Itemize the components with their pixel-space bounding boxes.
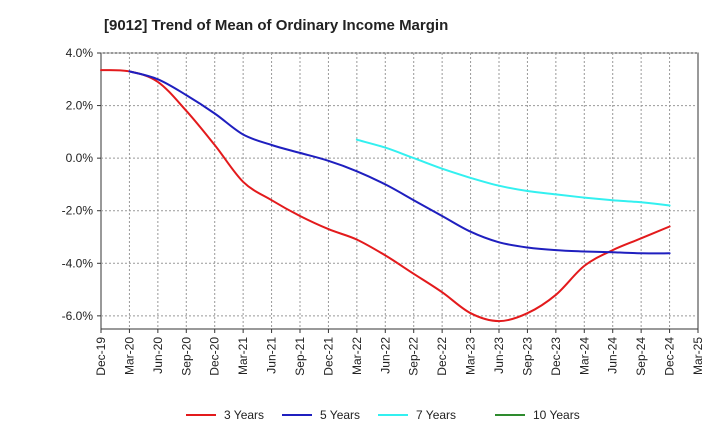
series-line-5-years <box>128 70 671 255</box>
y-tick-label: 2.0% <box>66 99 94 113</box>
x-tick-label: Sep-22 <box>407 337 421 376</box>
x-tick-label: Dec-19 <box>94 337 108 376</box>
y-tick-label: 0.0% <box>66 151 94 165</box>
y-tick-label: -6.0% <box>62 309 94 323</box>
legend-label-10-years: 10 Years <box>533 408 580 422</box>
x-tick-label: Dec-23 <box>549 337 563 376</box>
grid <box>101 52 698 329</box>
y-tick-label: 4.0% <box>66 46 94 60</box>
series-lines <box>100 69 671 323</box>
x-tick-label: Jun-24 <box>606 337 620 374</box>
x-tick-label: Jun-21 <box>265 337 279 374</box>
legend-label-3-years: 3 Years <box>224 408 264 422</box>
series-line-7-years <box>355 138 671 207</box>
x-tick-label: Sep-21 <box>293 337 307 376</box>
x-tick-label: Dec-20 <box>208 337 222 376</box>
x-tick-label: Sep-23 <box>520 337 534 376</box>
x-tick-label: Sep-20 <box>179 337 193 376</box>
x-tick-label: Dec-24 <box>663 337 677 376</box>
x-tick-label: Sep-24 <box>634 337 648 376</box>
y-tick-label: -2.0% <box>62 204 94 218</box>
y-axis: 4.0% 2.0% 0.0% -2.0% -4.0% -6.0% <box>62 46 101 323</box>
x-tick-label: Mar-23 <box>464 337 478 375</box>
x-tick-label: Mar-20 <box>122 337 136 375</box>
chart-title: [9012] Trend of Mean of Ordinary Income … <box>104 17 448 34</box>
x-tick-label: Jun-23 <box>492 337 506 374</box>
x-tick-label: Jun-20 <box>151 337 165 374</box>
x-tick-label: Mar-21 <box>236 337 250 375</box>
legend-label-7-years: 7 Years <box>416 408 456 422</box>
x-tick-label: Dec-22 <box>435 337 449 376</box>
x-axis: Dec-19 Mar-20 Jun-20 Sep-20 Dec-20 Mar-21 Jun-… <box>94 329 705 376</box>
x-tick-label: Mar-24 <box>577 337 591 375</box>
x-tick-label: Jun-22 <box>378 337 392 374</box>
legend: 3 Years 5 Years 7 Years 10 Years <box>186 408 580 422</box>
series-line-3-years <box>100 69 671 323</box>
y-tick-label: -4.0% <box>62 256 94 270</box>
x-tick-label: Mar-25 <box>691 337 705 375</box>
x-tick-label: Mar-22 <box>350 337 364 375</box>
legend-label-5-years: 5 Years <box>320 408 360 422</box>
x-tick-label: Dec-21 <box>321 337 335 376</box>
